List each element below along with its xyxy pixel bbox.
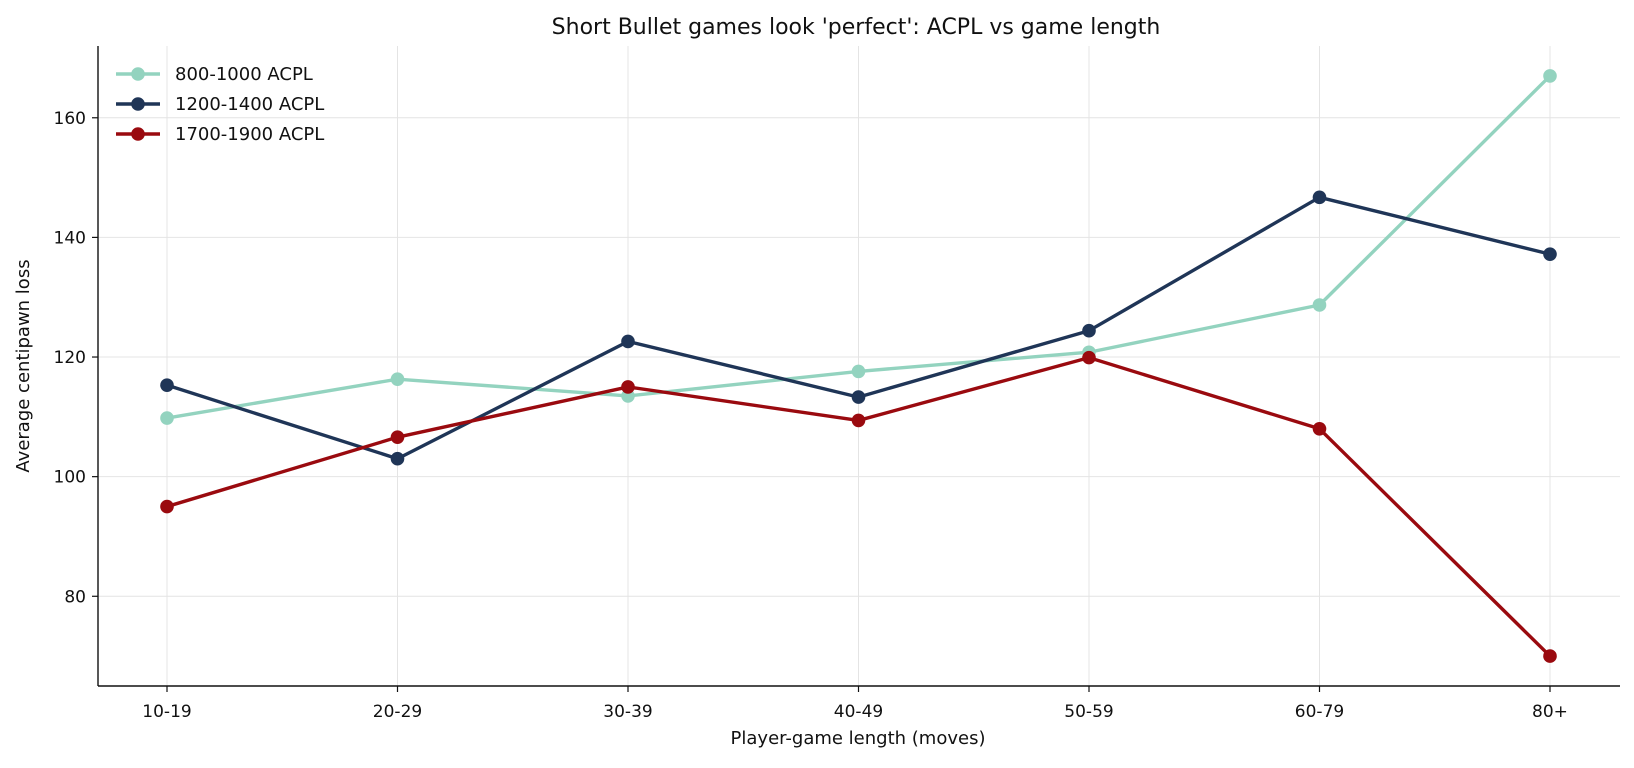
data-point: [160, 378, 174, 392]
legend-label: 1200-1400 ACPL: [175, 94, 324, 115]
series-1: [160, 69, 1557, 425]
data-point: [621, 380, 635, 394]
data-point: [851, 364, 866, 379]
x-tick-label: 60-79: [1295, 702, 1344, 722]
legend: 800-1000 ACPL 1200-1400 ACPL 1700-1900 ACP…: [116, 64, 324, 145]
data-point: [1312, 422, 1327, 436]
x-tick-label: 20-29: [373, 702, 422, 722]
legend-swatch-marker: [131, 127, 145, 141]
data-point: [1543, 247, 1557, 261]
series-2: [160, 190, 1557, 466]
x-tick-label: 30-39: [603, 702, 652, 722]
data-point: [390, 372, 405, 386]
data-point: [1543, 649, 1557, 663]
x-tick-label: 40-49: [834, 702, 883, 722]
x-tick-label: 10-19: [142, 702, 191, 722]
data-point: [851, 390, 866, 404]
axes-layer: 10-19 20-29 30-39 40-49 50-59 60-79 80+ 80 100 12…: [54, 46, 1620, 722]
x-tick-label: 50-59: [1064, 702, 1113, 722]
legend-label: 1700-1900 ACPL: [175, 124, 324, 145]
data-point: [390, 430, 405, 444]
y-axis-label: Average centipawn loss: [13, 259, 34, 472]
data-point: [851, 413, 866, 428]
data-point: [1543, 69, 1557, 83]
data-point: [160, 411, 174, 425]
y-tick-label: 140: [54, 228, 86, 248]
x-tick-label: 80+: [1532, 702, 1568, 722]
legend-swatch-marker: [131, 97, 145, 111]
legend-label: 800-1000 ACPL: [175, 64, 313, 85]
legend-item: 800-1000 ACPL: [116, 64, 313, 85]
x-axis-label: Player-game length (moves): [731, 728, 986, 749]
series-3: [160, 350, 1557, 663]
legend-item: 1200-1400 ACPL: [116, 94, 324, 115]
legend-item: 1700-1900 ACPL: [116, 124, 324, 145]
data-point: [1082, 323, 1096, 338]
series-layer: [160, 69, 1557, 663]
data-point: [1312, 298, 1327, 312]
data-point: [1082, 350, 1096, 365]
y-tick-label: 80: [64, 587, 86, 607]
data-point: [1312, 190, 1327, 205]
y-tick-label: 120: [54, 348, 86, 368]
y-tick-label: 100: [54, 468, 86, 488]
data-point: [621, 334, 635, 349]
legend-swatch-marker: [131, 67, 145, 81]
data-point: [390, 451, 405, 466]
y-tick-label: 160: [54, 109, 86, 129]
data-point: [160, 499, 174, 514]
chart-title: Short Bullet games look 'perfect': ACPL …: [552, 15, 1161, 40]
